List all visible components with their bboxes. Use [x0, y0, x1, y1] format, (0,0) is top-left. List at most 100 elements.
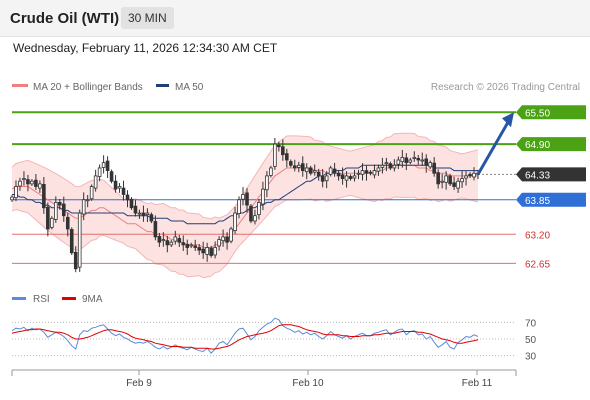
candle-body — [456, 180, 460, 189]
timeframe-badge[interactable]: 30 MIN — [121, 7, 174, 29]
candle-body — [121, 187, 126, 195]
candle-body — [257, 202, 261, 216]
candle-body — [157, 235, 162, 243]
bollinger-band-area — [12, 133, 478, 278]
candle-body — [109, 171, 114, 182]
candle-body — [372, 170, 377, 176]
projection-arrow-shaft — [476, 121, 510, 176]
timestamp: Wednesday, February 11, 2026 12:34:30 AM… — [13, 41, 278, 55]
rsi-tick-30: 30 — [525, 352, 537, 363]
candle-body — [205, 247, 209, 255]
instrument-title: Crude Oil (WTI) — [10, 10, 120, 27]
main-legend: MA 20 + Bollinger Bands MA 50 Research ©… — [12, 82, 580, 93]
price-tag-63-85 — [516, 192, 586, 207]
candle-body — [368, 171, 373, 174]
candle-body — [221, 236, 225, 242]
candle-body — [265, 175, 269, 191]
candle-body — [452, 182, 456, 187]
candle-body — [424, 158, 429, 166]
candle-body — [316, 171, 321, 177]
candle-body — [165, 240, 170, 246]
candle-body — [440, 180, 444, 183]
candle-body — [89, 186, 94, 200]
candle-body — [376, 167, 381, 172]
price-tag-label-65-50: 65.50 — [525, 108, 550, 119]
candle-body — [312, 170, 317, 173]
legend-swatch-bollinger — [12, 84, 28, 87]
candle-body — [217, 239, 221, 247]
candle-body — [292, 165, 297, 169]
candle-body — [328, 167, 333, 175]
candle-body — [336, 172, 341, 177]
candle-body — [360, 170, 365, 175]
candle-body — [249, 205, 253, 222]
candle-body — [464, 175, 468, 179]
candle-body — [300, 163, 305, 172]
level-label-62-65: 62.65 — [525, 259, 550, 270]
candle-body — [34, 179, 38, 187]
candle-body — [189, 244, 194, 247]
candle-body — [281, 146, 285, 156]
bollinger-upper-line — [11, 132, 479, 220]
candle-body — [50, 217, 54, 228]
legend-label-9ma: 9MA — [82, 294, 103, 305]
candle-body — [412, 156, 417, 159]
candle-body — [101, 162, 106, 168]
candle-body — [468, 173, 472, 177]
copyright-note: Research © 2026 Trading Central — [431, 82, 580, 93]
candle-body — [273, 143, 277, 167]
candle-body — [161, 239, 166, 242]
candle-body — [69, 229, 74, 254]
time-tick-label: Feb 11 — [462, 378, 493, 389]
candle-body — [137, 212, 142, 215]
candle-body — [324, 175, 329, 182]
candle-body — [173, 236, 178, 242]
rsi-tick-50: 50 — [525, 335, 537, 346]
candle-body — [93, 175, 98, 189]
candle-body — [181, 242, 186, 246]
candle-body — [364, 170, 369, 174]
level-label-63-20: 63.20 — [525, 230, 550, 241]
candle-body — [125, 194, 130, 201]
candle-body — [400, 156, 405, 162]
candle-body — [296, 164, 301, 168]
candle-body — [38, 183, 42, 189]
candle-body — [436, 172, 440, 185]
candle-body — [245, 192, 249, 206]
time-axis: Feb 9 Feb 10 Feb 11 — [11, 369, 517, 389]
candle-body — [149, 214, 154, 222]
candle-body — [65, 216, 70, 230]
price-tag-label-64-90: 64.90 — [525, 140, 550, 151]
candle-body — [97, 167, 102, 177]
candle-body — [113, 180, 118, 190]
candle-body — [61, 203, 66, 217]
candle-body — [46, 206, 50, 230]
candle-body — [193, 245, 198, 248]
candle-body — [448, 175, 452, 185]
candle-body — [396, 159, 401, 165]
candle-body — [14, 186, 18, 199]
candle-body — [169, 241, 174, 246]
candle-body — [26, 179, 30, 185]
candle-body — [320, 176, 325, 182]
candle-body — [269, 167, 273, 176]
candle-body — [185, 243, 190, 248]
candle-body — [408, 159, 413, 163]
candle-body — [253, 215, 257, 222]
projection-arrow-layer — [476, 112, 514, 176]
candle-body — [332, 168, 337, 174]
candle-body — [197, 247, 201, 251]
candle-body — [241, 194, 245, 200]
candle-body — [277, 144, 281, 148]
candle-body — [18, 180, 22, 187]
candle-body — [229, 228, 233, 242]
price-tags-layer: 65.50 64.90 64.33 63.85 63.20 62.65 — [516, 105, 586, 270]
candles-layer — [10, 137, 480, 273]
candle-body — [42, 183, 46, 209]
candle-body — [10, 196, 14, 201]
candle-body — [233, 212, 237, 231]
candle-body — [77, 212, 82, 268]
price-tag-64-33 — [516, 167, 586, 182]
price-tag-64-90 — [516, 137, 586, 152]
